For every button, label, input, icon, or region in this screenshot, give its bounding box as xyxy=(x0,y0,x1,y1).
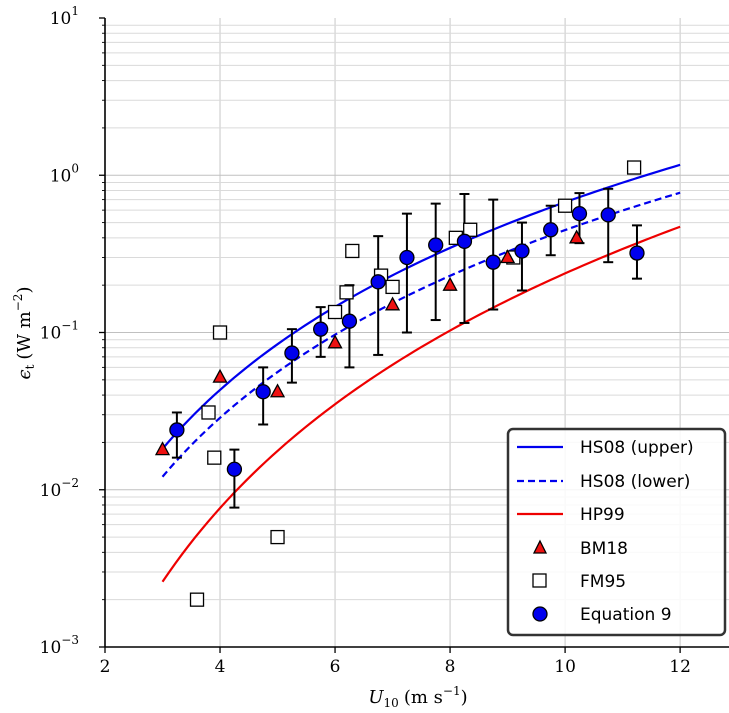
eq9-point xyxy=(255,384,271,400)
fm95-point xyxy=(557,198,573,213)
y-tick-label: 10−1 xyxy=(40,319,79,344)
legend-label-hp99: HP99 xyxy=(580,505,625,525)
eq9-point xyxy=(543,222,559,238)
bm18-point xyxy=(384,296,401,311)
eq9-point xyxy=(629,245,645,261)
x-tick-label: 6 xyxy=(330,657,341,677)
fm95-point xyxy=(189,592,205,607)
eq9-point xyxy=(399,249,415,266)
fm95-point xyxy=(207,450,222,465)
x-tick-label: 8 xyxy=(445,657,456,677)
eq9-point xyxy=(485,254,501,270)
bm18-point xyxy=(154,441,171,456)
x-tick-label: 2 xyxy=(100,657,111,677)
eq9-point xyxy=(600,207,616,223)
y-tick-label: 101 xyxy=(50,4,79,29)
legend-label-eq9: Equation 9 xyxy=(580,605,672,625)
eq9-point xyxy=(514,243,530,259)
eq9-point xyxy=(456,233,473,249)
fm95-point xyxy=(339,285,354,300)
y-tick-label: 10−3 xyxy=(40,633,79,658)
ticks: 2 4 6 8 10 12 10−3 10−2 10−1 100 101 xyxy=(40,4,691,677)
curve-1 xyxy=(161,191,681,478)
y-tick-label: 10−2 xyxy=(40,476,79,501)
y-tick-label: 100 xyxy=(50,161,79,186)
eq9-point xyxy=(169,422,185,438)
fm95-point xyxy=(327,304,343,320)
fm95-point xyxy=(385,279,400,295)
eq9-point xyxy=(341,313,358,329)
data-markers xyxy=(154,160,645,607)
bm18-point xyxy=(269,383,286,398)
fm95-point xyxy=(201,405,216,420)
model-curves xyxy=(161,163,681,583)
eq9-point xyxy=(571,205,588,222)
legend-label-hs08-upper: HS08 (upper) xyxy=(580,438,694,458)
legend-marker-eq9 xyxy=(532,606,548,622)
eq9-point xyxy=(313,321,329,337)
fm95-point xyxy=(463,222,478,237)
bm18-point xyxy=(499,249,516,264)
bm18-point xyxy=(327,334,343,349)
bm18-point xyxy=(442,276,458,291)
eq9-point xyxy=(284,345,300,361)
bm18-point xyxy=(212,368,228,383)
y-axis-label: ϵt(W m−2) xyxy=(11,287,37,380)
x-tick-label: 10 xyxy=(554,657,576,677)
bm18-point xyxy=(569,229,585,244)
eq9-point xyxy=(428,237,444,253)
eq9-point xyxy=(370,274,386,290)
x-axis-label: U10 (m s−1) xyxy=(368,684,467,710)
curve-0 xyxy=(161,163,681,450)
fm95-point xyxy=(212,325,228,340)
x-tick-label: 4 xyxy=(215,657,226,677)
legend-marker-fm95 xyxy=(532,573,547,588)
legend-label-bm18: BM18 xyxy=(580,539,628,559)
legend: HS08 (upper) HS08 (lower) HP99 BM18 FM95… xyxy=(506,427,727,637)
fm95-point xyxy=(345,243,360,259)
curve-2 xyxy=(161,225,681,583)
fm95-point xyxy=(270,529,285,545)
eq9-point xyxy=(226,461,243,477)
fm95-point xyxy=(626,160,642,175)
legend-marker-bm18 xyxy=(532,539,548,554)
legend-label-hs08-lower: HS08 (lower) xyxy=(580,472,690,492)
legend-label-fm95: FM95 xyxy=(580,572,626,592)
x-tick-label: 12 xyxy=(669,657,691,677)
